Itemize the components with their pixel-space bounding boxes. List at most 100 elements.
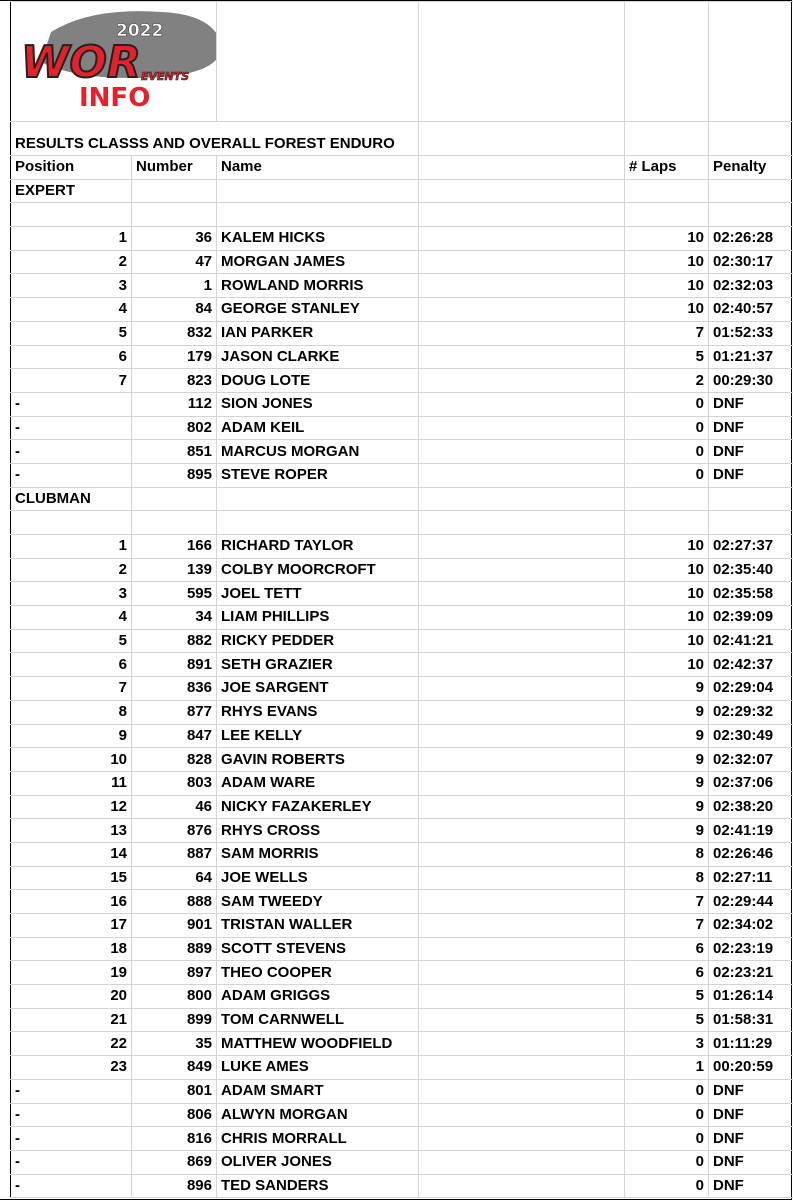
penalty-cell: 02:26:28 [708,226,793,251]
penalty-cell: 01:52:33 [708,320,793,346]
number-cell: 46 [131,794,217,820]
laps-cell: 6 [624,936,709,962]
penalty-cell: DNF [708,415,793,441]
laps-cell: 5 [624,344,709,370]
table-row: 2 47 MORGAN JAMES 10 02:30:17 [10,249,793,275]
position-cell: 4 [10,297,132,322]
penalty-cell: DNF [708,1078,793,1104]
table-row: 17 901 TRISTAN WALLER 7 02:34:02 [10,913,793,938]
name-cell: LIAM PHILLIPS [216,605,419,630]
number-cell: 1 [131,273,217,299]
name-cell: ADAM WARE [216,770,419,796]
laps-cell: 0 [624,439,709,464]
position-cell: 8 [10,699,132,725]
position-cell: - [10,462,132,488]
header-row: Position Number Name # Laps Penalty [10,155,793,180]
position-cell: - [10,415,132,441]
position-cell: 5 [10,320,132,346]
name-cell: MATTHEW WOODFIELD [216,1031,419,1057]
laps-cell: 10 [624,652,709,678]
position-cell: - [10,1102,132,1128]
position-cell: 17 [10,913,132,938]
table-row: 1 166 RICHARD TAYLOR 10 02:27:37 [10,534,793,559]
name-cell: RHYS CROSS [216,818,419,843]
table-row: 5 832 IAN PARKER 7 01:52:33 [10,320,793,346]
table-row: 4 34 LIAM PHILLIPS 10 02:39:09 [10,605,793,630]
number-cell: 901 [131,913,217,938]
name-cell: JASON CLARKE [216,344,419,370]
table-row: 3 1 ROWLAND MORRIS 10 02:32:03 [10,273,793,299]
number-cell: 895 [131,462,217,488]
penalty-cell: DNF [708,1126,793,1151]
penalty-cell: 02:27:11 [708,865,793,891]
laps-cell: 0 [624,1078,709,1104]
number-cell: 806 [131,1102,217,1128]
name-cell: ADAM GRIGGS [216,984,419,1009]
penalty-cell: 01:11:29 [708,1031,793,1057]
header-number: Number [131,155,217,180]
penalty-cell: 02:23:21 [708,960,793,986]
position-cell: 2 [10,557,132,583]
laps-cell: 1 [624,1055,709,1080]
position-cell: 11 [10,770,132,796]
table-row: -896 TED SANDERS 0 DNF [10,1173,793,1199]
penalty-cell: 01:58:31 [708,1007,793,1033]
name-cell: COLBY MOORCROFT [216,557,419,583]
header-laps: # Laps [624,155,709,180]
number-cell: 889 [131,936,217,962]
laps-cell: 7 [624,913,709,938]
position-cell: 18 [10,936,132,962]
laps-cell: 10 [624,557,709,583]
table-row: 6 179 JASON CLARKE 5 01:21:37 [10,344,793,370]
name-cell: OLIVER JONES [216,1149,419,1175]
laps-cell: 10 [624,226,709,251]
number-cell: 47 [131,249,217,275]
table-row: 4 84 GEORGE STANLEY 10 02:40:57 [10,297,793,322]
name-cell: SETH GRAZIER [216,652,419,678]
header-position: Position [10,155,132,180]
table-row: -851 MARCUS MORGAN 0 DNF [10,439,793,464]
table-row: 7 836 JOE SARGENT 9 02:29:04 [10,676,793,701]
laps-cell: 3 [624,1031,709,1057]
laps-cell: 9 [624,770,709,796]
penalty-cell: 01:26:14 [708,984,793,1009]
position-cell: - [10,391,132,417]
position-cell: - [10,1149,132,1175]
position-cell: 13 [10,818,132,843]
name-cell: TRISTAN WALLER [216,913,419,938]
number-cell: 896 [131,1173,217,1199]
penalty-cell: 02:35:40 [708,557,793,583]
penalty-cell: 02:27:37 [708,534,793,559]
number-cell: 887 [131,841,217,867]
name-cell: TOM CARNWELL [216,1007,419,1033]
wor-events-logo: 2022 WOR EVENTS INFO [20,11,217,113]
table-row: 15 64 JOE WELLS 8 02:27:11 [10,865,793,891]
laps-cell: 7 [624,320,709,346]
position-cell: 6 [10,344,132,370]
table-row: 11 803 ADAM WARE 9 02:37:06 [10,770,793,796]
name-cell: NICKY FAZAKERLEY [216,794,419,820]
position-cell: 12 [10,794,132,820]
number-cell: 595 [131,581,217,607]
laps-cell: 9 [624,818,709,843]
penalty-cell: 02:35:58 [708,581,793,607]
penalty-cell: 02:32:07 [708,747,793,772]
penalty-cell: 00:20:59 [708,1055,793,1080]
table-row: 10 828 GAVIN ROBERTS 9 02:32:07 [10,747,793,772]
table-row: 18 889 SCOTT STEVENS 6 02:23:19 [10,936,793,962]
svg-text:2022: 2022 [116,21,163,41]
position-cell: 7 [10,368,132,393]
sheet-title: RESULTS CLASSS AND OVERALL FOREST ENDURO [10,121,419,156]
penalty-cell: 02:26:46 [708,841,793,867]
name-cell: ROWLAND MORRIS [216,273,419,299]
number-cell: 179 [131,344,217,370]
laps-cell: 7 [624,889,709,914]
position-cell: - [10,1078,132,1104]
number-cell: 84 [131,297,217,322]
penalty-cell: 02:30:49 [708,723,793,749]
position-cell: 9 [10,723,132,749]
number-cell: 828 [131,747,217,772]
svg-text:EVENTS: EVENTS [141,70,189,83]
number-cell: 34 [131,605,217,630]
name-cell: ADAM KEIL [216,415,419,441]
